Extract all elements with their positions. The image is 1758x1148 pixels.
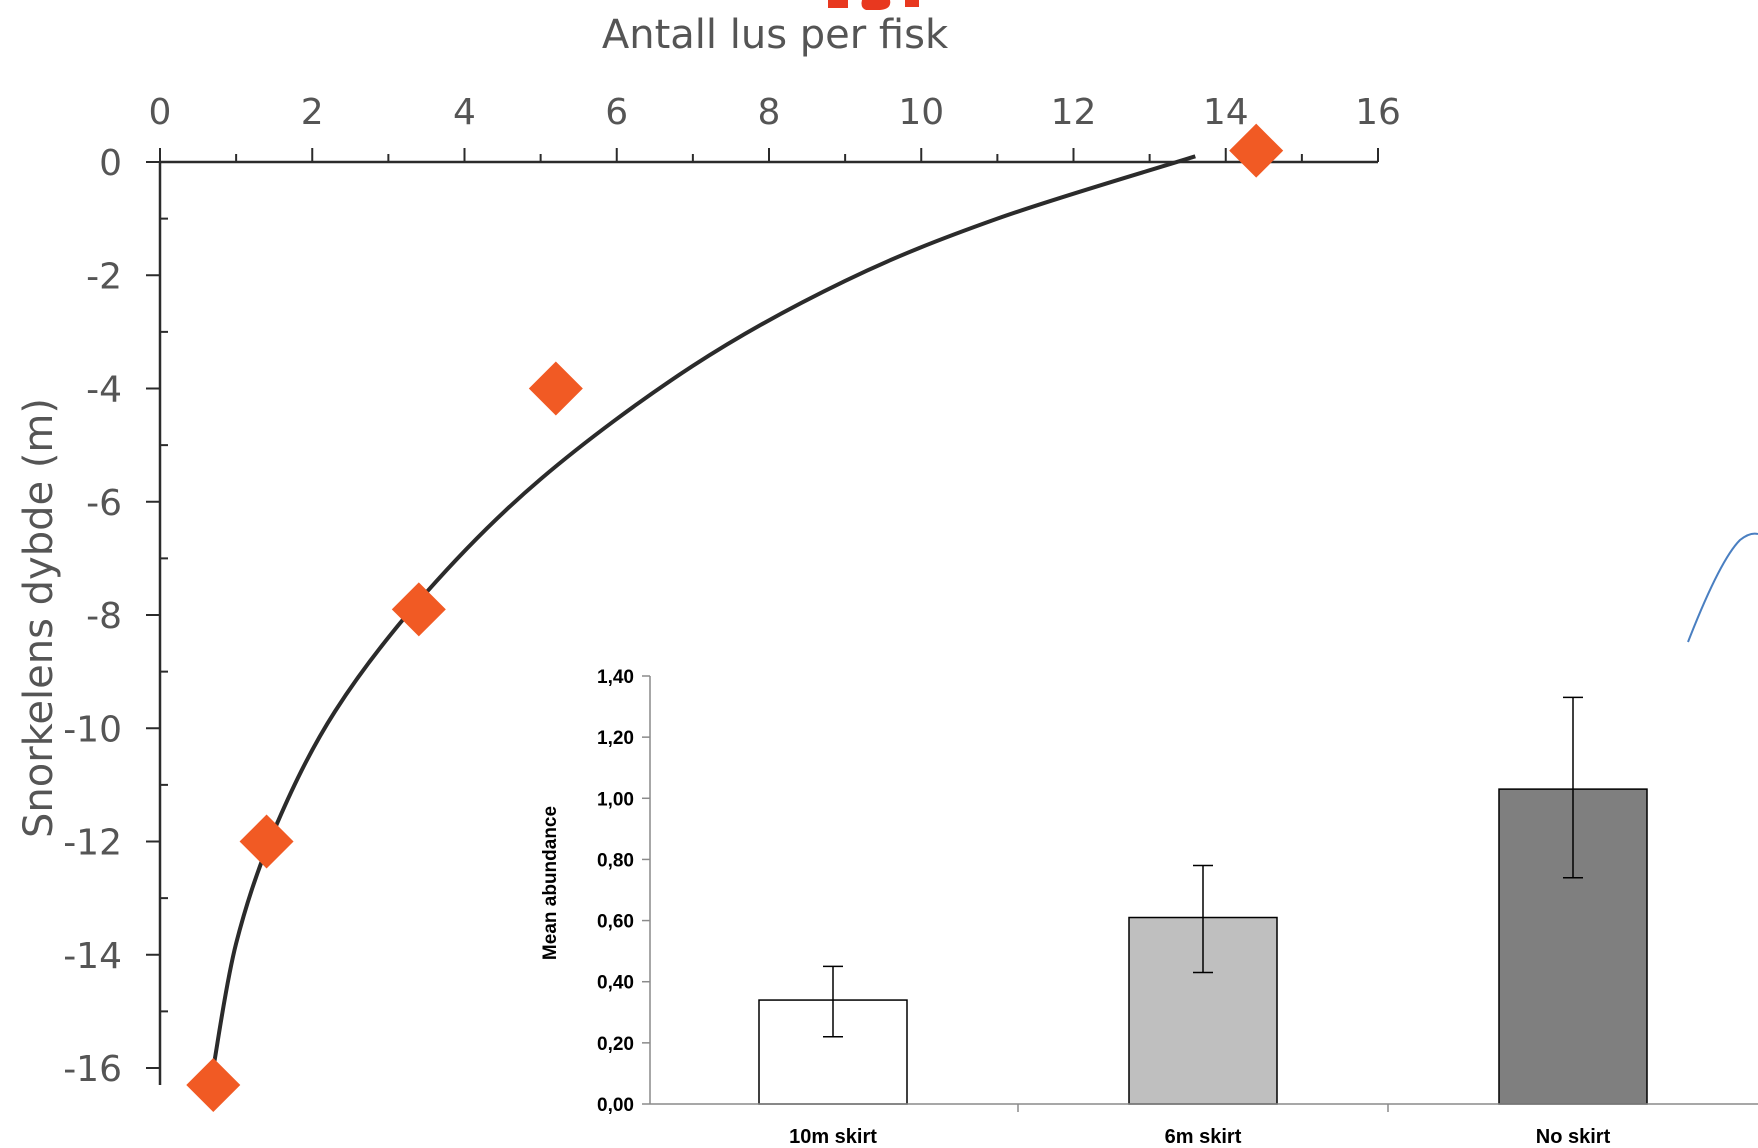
y-tick-labels: 0 -2 -4 -6 -8 -10 -12 -14 -16 xyxy=(63,143,122,1090)
x-tick-label: 14 xyxy=(1203,92,1249,133)
x-tick-label: 2 xyxy=(301,92,324,133)
title-fragment-mark-3 xyxy=(905,0,919,7)
x-tick-label: 6 xyxy=(605,92,628,133)
inset-y-tick-label: 1,40 xyxy=(597,667,634,688)
x-tick-label: 12 xyxy=(1051,92,1097,133)
fitted-curve xyxy=(211,154,1196,1069)
inset-y-tick-labels: 0,00 0,20 0,40 0,60 0,80 1,00 1,20 1,40 xyxy=(597,667,634,1116)
y-tick-label: 0 xyxy=(99,143,122,184)
cropped-title-fragment xyxy=(828,0,919,10)
diamond-marker xyxy=(1229,123,1284,178)
x-tick-label: 0 xyxy=(149,92,172,133)
inset-category-labels: 10m skirt 6m skirt No skirt xyxy=(789,1126,1610,1148)
x-tick-labels: 0 2 4 6 8 10 12 14 16 xyxy=(149,92,1401,133)
inset-y-tick-label: 1,00 xyxy=(597,789,634,810)
x-tick-label: 16 xyxy=(1355,92,1401,133)
inset-y-axis-label: Mean abundance xyxy=(540,806,561,960)
inset-y-tick-label: 0,00 xyxy=(597,1095,634,1116)
y-axis-label: Snorkelens dybde (m) xyxy=(16,398,62,838)
x-tick-label: 4 xyxy=(453,92,476,133)
y-tick-label: -10 xyxy=(63,709,122,750)
y-tick-label: -12 xyxy=(63,823,122,864)
blue-curve-fragment xyxy=(1687,532,1758,643)
y-tick-label: -8 xyxy=(86,596,122,637)
diamond-marker xyxy=(528,361,583,416)
x-tick-label: 8 xyxy=(758,92,781,133)
inset-error-bars xyxy=(823,696,1583,1038)
diamond-marker xyxy=(391,582,446,637)
y-tick-label: -6 xyxy=(86,483,122,524)
x-axis-label: Antall lus per fisk xyxy=(602,12,949,58)
inset-y-tick-label: 0,60 xyxy=(597,912,634,933)
y-tick-label: -4 xyxy=(86,370,122,411)
inset-category-label: 6m skirt xyxy=(1165,1126,1242,1148)
inset-y-tick-label: 0,20 xyxy=(597,1034,634,1055)
data-points xyxy=(186,123,1284,1112)
inset-y-tick-label: 0,80 xyxy=(597,850,634,871)
y-tick-label: -14 xyxy=(63,936,122,977)
diamond-marker xyxy=(239,814,294,869)
inset-axes xyxy=(642,675,1758,1112)
inset-category-label: No skirt xyxy=(1536,1126,1611,1148)
diamond-marker xyxy=(186,1057,241,1112)
x-tick-label: 10 xyxy=(898,92,944,133)
title-fragment-mark-1 xyxy=(828,0,848,8)
blue-curve-line xyxy=(1687,532,1758,643)
y-tick-label: -2 xyxy=(86,256,122,297)
inset-y-tick-label: 1,20 xyxy=(597,728,634,749)
inset-y-tick-label: 0,40 xyxy=(597,973,634,994)
depth-scatter-chart: Antall lus per fisk Snorkelens dybde (m)… xyxy=(16,12,1401,1112)
y-tick-label: -16 xyxy=(63,1049,122,1090)
mean-abundance-bar-chart: Mean abundance 0,00 0,20 0,40 0,60 0,80 1,00 1… xyxy=(540,667,1758,1148)
title-fragment-mark-2 xyxy=(861,0,891,10)
inset-category-label: 10m skirt xyxy=(789,1126,877,1148)
